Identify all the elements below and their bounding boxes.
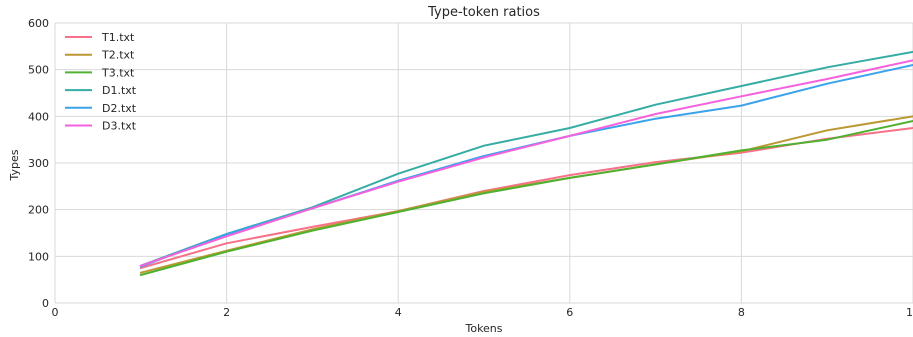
chart-title: Type-token ratios [427, 5, 540, 20]
tick-labels: 02468100100200300400500600 [28, 17, 913, 319]
y-tick-label: 500 [28, 64, 49, 77]
series-lines [139, 50, 913, 276]
legend: T1.txt T2.txt T3.txt D1.txt D2.txt D3.txt [65, 31, 137, 133]
y-tick-label: 100 [28, 250, 49, 263]
legend-label: D3.txt [102, 120, 137, 133]
x-axis-label: Tokens [464, 322, 502, 335]
series-line-t3-txt [139, 120, 913, 276]
x-tick-label: 10 [906, 306, 913, 319]
series-line-d3-txt [139, 59, 913, 267]
x-tick-label: 4 [395, 306, 402, 319]
legend-label: T2.txt [101, 49, 135, 62]
x-tick-label: 2 [223, 306, 230, 319]
legend-label: T3.txt [101, 66, 135, 79]
y-axis-label: Types [8, 149, 21, 181]
x-tick-label: 0 [52, 306, 59, 319]
y-tick-label: 0 [42, 297, 49, 310]
legend-label: D1.txt [102, 84, 137, 97]
y-tick-label: 600 [28, 17, 49, 30]
y-tick-label: 300 [28, 157, 49, 170]
y-tick-label: 200 [28, 204, 49, 217]
y-tick-label: 400 [28, 110, 49, 123]
x-tick-label: 8 [738, 306, 745, 319]
grid [54, 22, 913, 304]
legend-label: T1.txt [101, 31, 135, 44]
x-tick-label: 6 [566, 306, 573, 319]
legend-label: D2.txt [102, 102, 137, 115]
